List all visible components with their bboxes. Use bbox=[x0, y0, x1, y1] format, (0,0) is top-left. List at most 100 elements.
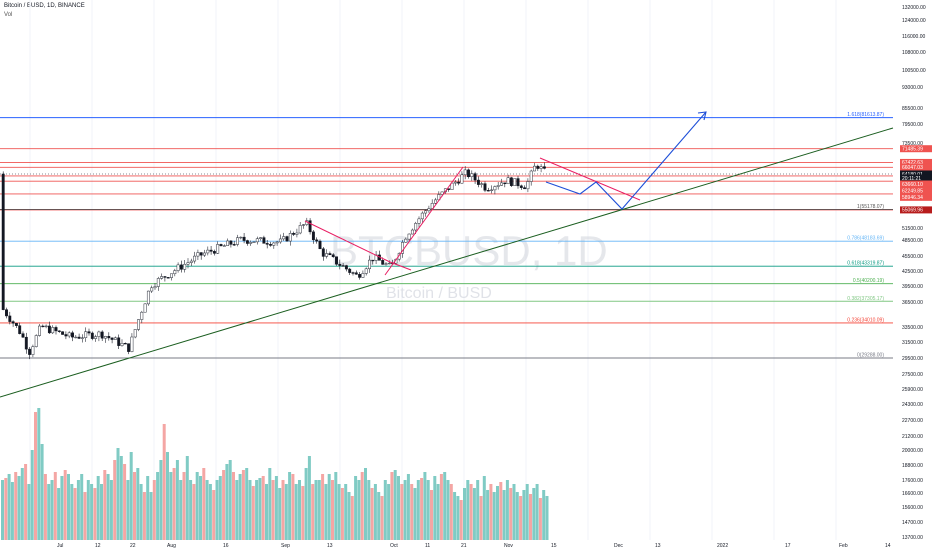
time-tick-label: Sep bbox=[281, 543, 290, 549]
volume-bar bbox=[281, 480, 285, 540]
candle-body bbox=[77, 336, 81, 339]
volume-bar bbox=[420, 478, 424, 540]
candle-body bbox=[331, 254, 335, 257]
candle-body bbox=[28, 348, 32, 355]
time-tick-label: 12 bbox=[95, 543, 101, 549]
candle-body bbox=[321, 248, 325, 257]
candle-body bbox=[51, 327, 55, 334]
price-tag-label: 58946.34 bbox=[902, 195, 923, 201]
price-tick-label: 108000.00 bbox=[902, 50, 926, 56]
volume-bar bbox=[215, 480, 219, 540]
volume-bar bbox=[251, 486, 255, 540]
volume-bar bbox=[364, 468, 367, 540]
candle-body bbox=[414, 223, 418, 231]
candle-body bbox=[404, 238, 408, 243]
volume-bar bbox=[159, 460, 163, 540]
candle-body bbox=[361, 273, 365, 278]
candle-body bbox=[533, 165, 536, 172]
candle-body bbox=[127, 343, 131, 352]
candle-body bbox=[34, 335, 38, 347]
volume-bar bbox=[373, 484, 377, 540]
volume-bar bbox=[288, 472, 292, 540]
volume-bar bbox=[268, 468, 272, 540]
candle-body bbox=[219, 244, 223, 246]
volume-bar bbox=[34, 412, 37, 540]
candle-body bbox=[470, 173, 474, 177]
price-tick-label: 48500.00 bbox=[902, 238, 923, 244]
candle-body bbox=[344, 265, 348, 270]
candle-body bbox=[463, 169, 467, 176]
volume-bar bbox=[241, 470, 245, 540]
candle-body bbox=[57, 330, 61, 332]
volume-bar bbox=[505, 480, 509, 540]
projection-path bbox=[545, 111, 707, 210]
time-tick-label: Nov bbox=[504, 543, 513, 549]
volume-bar bbox=[317, 480, 321, 540]
fib-level-label: 0.382(37305.17) bbox=[847, 296, 884, 302]
candle-body bbox=[341, 265, 345, 267]
candle-body bbox=[513, 178, 517, 186]
candle-body bbox=[100, 331, 104, 339]
volume-bar bbox=[532, 488, 536, 540]
candle-body bbox=[486, 190, 490, 192]
price-tick-label: 22700.00 bbox=[902, 418, 923, 424]
price-tick-label: 24300.00 bbox=[902, 402, 923, 408]
price-tick-label: 39500.00 bbox=[902, 284, 923, 290]
volume-bar bbox=[40, 444, 44, 540]
volume-bar bbox=[377, 492, 381, 540]
volume-bar bbox=[202, 468, 206, 540]
time-tick-label: 22 bbox=[130, 543, 136, 549]
candle-body bbox=[503, 182, 507, 185]
volume-bar bbox=[106, 474, 110, 540]
volume-bar bbox=[265, 484, 268, 540]
candle-body bbox=[335, 256, 338, 265]
candle-body bbox=[315, 239, 319, 242]
volume-bar bbox=[433, 476, 437, 540]
volume-bar bbox=[410, 484, 414, 540]
candle-body bbox=[473, 173, 477, 181]
candle-body bbox=[526, 181, 530, 190]
price-tick-label: 13700.00 bbox=[902, 535, 923, 541]
price-tick-label: 100500.00 bbox=[902, 68, 926, 74]
price-axis[interactable]: 132000.00 124000.00 116000.00 108000.00 1005… bbox=[902, 5, 926, 541]
candle-body bbox=[61, 331, 65, 335]
volume-bar bbox=[357, 480, 361, 540]
volume-bar bbox=[67, 474, 70, 540]
candle-body bbox=[351, 272, 355, 274]
volume-bar bbox=[354, 476, 358, 540]
candle-body bbox=[31, 346, 35, 355]
candle-body bbox=[523, 187, 527, 190]
volume-bar bbox=[472, 488, 476, 540]
volume-bar bbox=[535, 484, 539, 540]
volume-bar bbox=[93, 488, 97, 540]
volume-bar bbox=[245, 468, 249, 540]
candle-body bbox=[480, 183, 484, 185]
time-tick-label: 17 bbox=[785, 543, 791, 549]
candle-body bbox=[387, 262, 391, 265]
volume-bar bbox=[189, 480, 193, 540]
volume-bar bbox=[380, 496, 384, 540]
candle-body bbox=[249, 242, 253, 244]
price-tick-label: 124000.00 bbox=[902, 18, 926, 24]
price-tick-label: 116000.00 bbox=[902, 34, 925, 40]
price-tick-label: 21200.00 bbox=[902, 434, 923, 440]
candle-body bbox=[104, 336, 107, 339]
candle-body bbox=[199, 252, 203, 256]
volume-bar bbox=[20, 468, 24, 540]
volume-bar bbox=[162, 424, 166, 540]
volume-bar bbox=[7, 474, 11, 540]
volume-bar bbox=[486, 490, 490, 540]
time-axis[interactable]: Jul 12 22 Aug 16 Sep 13 Oct 11 21 Nov 15 Dec 13 2022 17… bbox=[57, 543, 891, 549]
price-tick-label: 132000.00 bbox=[902, 5, 926, 11]
candle-body bbox=[123, 343, 127, 345]
candle-body bbox=[493, 186, 497, 191]
volume-bar bbox=[139, 484, 143, 540]
volume-bar bbox=[109, 480, 113, 540]
time-tick-label: 13 bbox=[327, 543, 333, 549]
candle-body bbox=[542, 166, 546, 169]
candle-body bbox=[536, 165, 540, 169]
price-tags: 71485.3967422.6366047.0364180.0120:11:21… bbox=[900, 145, 932, 214]
candle-body bbox=[457, 181, 461, 184]
candle-body bbox=[483, 183, 487, 191]
